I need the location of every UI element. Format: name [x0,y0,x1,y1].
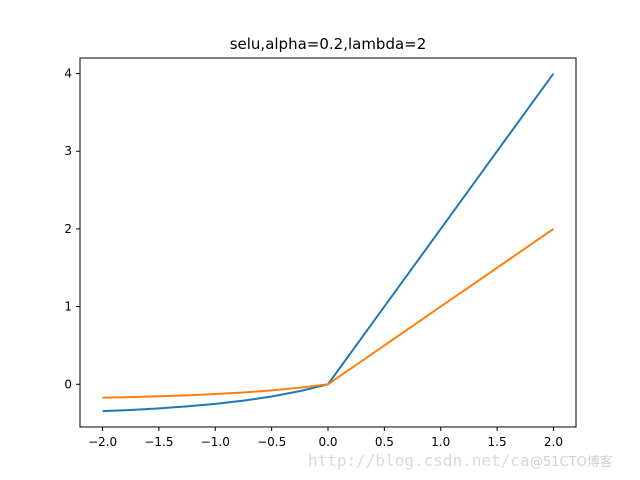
x-tick-label: −2.0 [88,435,117,449]
y-tick-label: 1 [64,300,72,314]
chart-title: selu,alpha=0.2,lambda=2 [230,35,427,53]
x-tick-label: 0.0 [318,435,337,449]
y-axis: 0 1 2 3 4 [64,67,80,391]
plot-lines [102,72,555,413]
axes-frame [79,57,577,428]
series-line-2 [102,228,555,399]
series-line-1 [102,72,555,413]
x-tick-label: −0.5 [257,435,286,449]
y-tick-label: 0 [64,377,72,391]
x-tick-label: 0.5 [375,435,394,449]
x-tick-label: −1.0 [201,435,230,449]
y-tick-label: 4 [64,67,72,81]
x-axis: −2.0 −1.5 −1.0 −0.5 0.0 0.5 1.0 1.5 2.0 [88,427,563,449]
watermark-url: http://blog.csdn.net/ca [308,451,530,470]
x-tick-label: 1.0 [431,435,450,449]
x-tick-label: 1.5 [488,435,507,449]
watermark-site: @51CTO博客 [530,454,613,470]
x-tick-label: −1.5 [144,435,173,449]
x-tick-label: 2.0 [544,435,563,449]
y-tick-label: 3 [64,144,72,158]
y-tick-label: 2 [64,222,72,236]
